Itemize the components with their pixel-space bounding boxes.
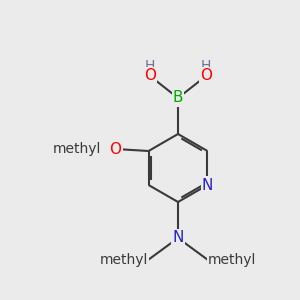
Text: O: O [144, 68, 156, 83]
Text: N: N [172, 230, 184, 245]
Text: methyl: methyl [53, 142, 102, 156]
Text: O: O [110, 142, 122, 157]
Text: O: O [200, 68, 212, 83]
Text: H: H [201, 59, 211, 73]
Text: N: N [202, 178, 213, 193]
Text: methyl: methyl [208, 253, 256, 267]
Text: B: B [173, 91, 183, 106]
Text: H: H [145, 59, 155, 73]
Text: methyl: methyl [100, 253, 148, 267]
